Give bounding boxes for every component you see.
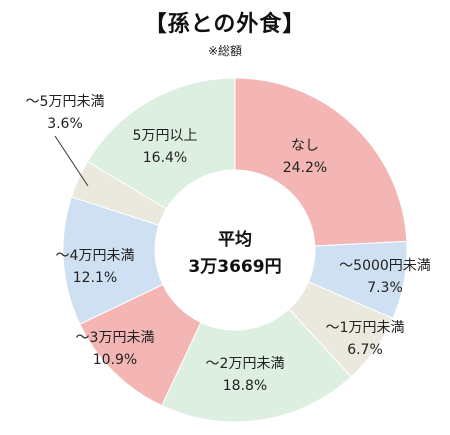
slice-label: 5万円以上: [133, 128, 198, 144]
center-label-title: 平均: [218, 229, 252, 250]
center-label-average: 3万3669円: [188, 257, 281, 277]
donut-slice: [86, 77, 236, 210]
slice-label: なし: [291, 138, 319, 154]
slice-value-label: 24.2%: [283, 160, 327, 176]
slice-label: ～5000円未満: [339, 258, 431, 274]
slice-label: ～3万円未満: [76, 330, 155, 346]
slice-value-label: 12.1%: [73, 270, 117, 286]
slice-value-label: 6.7%: [347, 342, 383, 358]
slice-value-label: 7.3%: [367, 280, 403, 296]
slice-value-label: 3.6%: [47, 116, 83, 132]
chart-title: 【孫との外食】: [144, 12, 306, 37]
slice-label: ～4万円未満: [56, 248, 135, 264]
slice-label: ～1万円未満: [326, 320, 405, 336]
slice-label: ～5万円未満: [26, 94, 105, 110]
slice-value-label: 18.8%: [223, 378, 267, 394]
donut-slice: [161, 308, 352, 423]
chart-subtitle: ※総額: [207, 44, 243, 58]
slice-value-label: 16.4%: [143, 150, 187, 166]
leader-line: [54, 135, 89, 187]
donut-slice: [234, 77, 408, 247]
slice-value-label: 10.9%: [93, 352, 137, 368]
slice-label: ～2万円未満: [206, 356, 285, 372]
